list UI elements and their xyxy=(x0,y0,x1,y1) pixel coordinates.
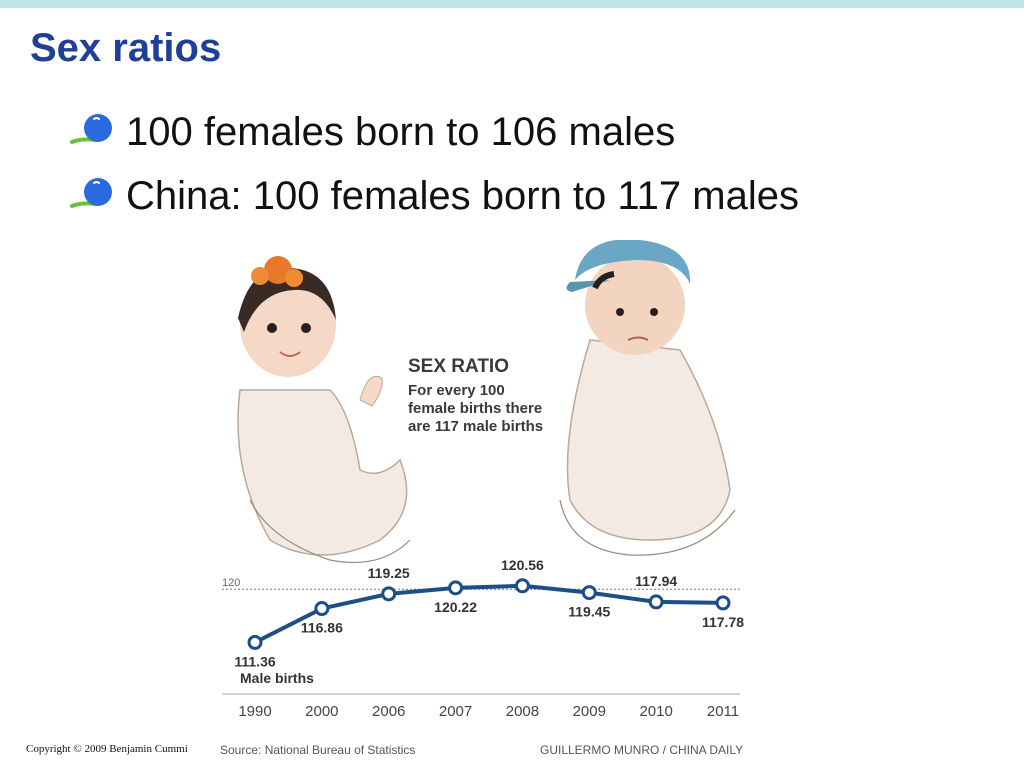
bullet-item: China: 100 females born to 117 males xyxy=(70,164,799,228)
infographic-subtitle-line: female births there xyxy=(408,400,543,417)
reference-line-label: 120 xyxy=(222,577,240,589)
x-tick-label: 2007 xyxy=(439,703,472,720)
girl-illustration-icon xyxy=(237,256,411,564)
infographic-title: SEX RATIO xyxy=(408,356,509,377)
data-label: 111.36 xyxy=(234,653,275,669)
x-tick-label: 2010 xyxy=(639,703,672,720)
data-point xyxy=(648,594,664,610)
x-tick-label: 2000 xyxy=(305,703,338,720)
x-tick-label: 2006 xyxy=(372,703,405,720)
sex-ratio-line-chart: 120 111.36 116.86 119.25 120.22 120.56 119.45 1… xyxy=(222,557,744,720)
data-label: 120.56 xyxy=(501,557,544,573)
blue-bubble-bullet-icon xyxy=(70,178,112,208)
bullet-list: 100 females born to 106 males China: 100… xyxy=(70,100,799,228)
data-label: 117.94 xyxy=(635,573,677,589)
x-tick-label: 2011 xyxy=(707,703,739,720)
x-tick-label: 2008 xyxy=(506,703,539,720)
data-point xyxy=(715,595,731,611)
credit-text: GUILLERMO MUNRO / CHINA DAILY xyxy=(540,743,744,757)
data-point xyxy=(581,585,597,601)
slide-title: Sex ratios xyxy=(30,26,222,70)
series-label: Male births xyxy=(240,670,314,686)
infographic-subtitle-line: For every 100 xyxy=(408,382,505,399)
series-line-male-births xyxy=(254,583,724,645)
data-point xyxy=(514,578,530,594)
top-band xyxy=(0,0,1024,8)
infographic-subtitle: For every 100 female births there are 11… xyxy=(408,382,588,436)
blue-bubble-bullet-icon xyxy=(70,114,112,144)
bullet-text: China: 100 females born to 117 males xyxy=(126,173,799,218)
boy-illustration-icon xyxy=(559,240,736,556)
sex-ratio-infographic: SEX RATIO For every 100 female births th… xyxy=(210,240,750,765)
copyright-text: Copyright © 2009 Benjamin Cummi xyxy=(26,743,188,755)
data-label: 120.22 xyxy=(434,599,477,615)
x-tick-label: 1990 xyxy=(238,703,271,720)
data-label: 116.86 xyxy=(301,620,343,636)
data-point xyxy=(247,634,263,650)
data-label: 117.78 xyxy=(702,614,744,630)
data-point xyxy=(448,580,464,596)
infographic-subtitle-line: are 117 male births xyxy=(408,418,544,435)
source-text: Source: National Bureau of Statistics xyxy=(220,743,416,757)
data-point xyxy=(314,601,330,617)
babies-illustration xyxy=(237,240,736,564)
bullet-item: 100 females born to 106 males xyxy=(70,100,799,164)
bullet-text: 100 females born to 106 males xyxy=(126,109,676,154)
data-label: 119.45 xyxy=(568,604,610,620)
data-point xyxy=(381,586,397,602)
x-tick-label: 2009 xyxy=(573,703,606,720)
data-label: 119.25 xyxy=(368,565,410,581)
